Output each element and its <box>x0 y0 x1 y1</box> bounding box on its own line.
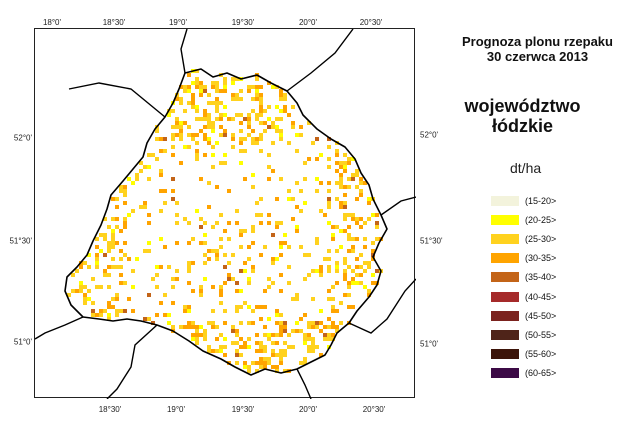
neighbour-borders <box>35 29 416 399</box>
legend-item: (35-40> <box>491 272 556 282</box>
legend-label: (40-45> <box>525 292 557 302</box>
lon-bottom-4: 20°0' <box>298 405 318 414</box>
lat-right-2: 51°0' <box>420 339 439 349</box>
legend-label: (20-25> <box>525 215 557 225</box>
legend-unit: dt/ha <box>510 160 542 176</box>
lat-left-2: 51°0' <box>13 337 32 347</box>
legend-item: (50-55> <box>491 330 556 340</box>
legend-label: (55-60> <box>525 349 557 359</box>
legend-label: (25-30> <box>525 234 557 244</box>
border-south-west <box>106 324 158 399</box>
title-line-1: Prognoza plonu rzepaku <box>462 34 613 49</box>
border-south-east <box>348 278 416 334</box>
region-line-1: województwo <box>464 96 581 116</box>
border-east <box>380 196 416 216</box>
border-north-west <box>68 82 166 118</box>
legend-label: (35-40> <box>525 272 557 282</box>
legend-label: (15-20> <box>525 196 557 206</box>
yield-map <box>35 29 416 399</box>
legend-swatch <box>491 368 519 378</box>
legend-label: (45-50> <box>525 311 557 321</box>
legend-label: (30-35> <box>525 253 557 263</box>
legend-item: (25-30> <box>491 234 556 244</box>
legend-item: (60-65> <box>491 368 556 378</box>
lat-right-0: 52°0' <box>420 130 439 140</box>
legend-label: (60-65> <box>525 368 557 378</box>
lat-right-1: 51°30' <box>420 236 443 246</box>
legend-item: (55-60> <box>491 349 556 359</box>
map-frame <box>34 28 416 399</box>
lat-left-1: 51°30' <box>9 236 32 246</box>
lon-bottom-5: 20°30' <box>362 405 386 414</box>
lon-bottom-3: 19°30' <box>231 405 255 414</box>
legend-swatch <box>491 349 519 359</box>
border-west <box>35 316 84 340</box>
lat-left-0: 52°0' <box>13 133 32 143</box>
lon-top-0: 18°0' <box>42 18 62 27</box>
legend-swatch <box>491 330 519 340</box>
legend-item: (20-25> <box>491 215 556 225</box>
lodzkie-border <box>64 68 388 376</box>
legend-swatch <box>491 234 519 244</box>
legend-swatch <box>491 253 519 263</box>
legend-item: (15-20> <box>491 196 556 206</box>
border-north-east <box>286 29 354 92</box>
lon-top-1: 18°30' <box>102 18 126 27</box>
legend-swatch <box>491 215 519 225</box>
yield-pixels <box>67 69 383 373</box>
legend-swatch <box>491 196 519 206</box>
region-border <box>64 68 388 376</box>
lon-bottom-2: 19°0' <box>166 405 186 414</box>
legend-item: (40-45> <box>491 292 556 302</box>
lon-top-2: 19°0' <box>168 18 188 27</box>
legend-label: (50-55> <box>525 330 557 340</box>
border-south <box>296 368 312 399</box>
legend-item: (45-50> <box>491 311 556 321</box>
region-line-2: łódzkie <box>491 116 553 136</box>
lon-top-5: 20°30' <box>359 18 383 27</box>
legend-swatch <box>491 292 519 302</box>
legend-swatch <box>491 272 519 282</box>
lon-bottom-1: 18°30' <box>98 405 122 414</box>
region-name: województwo łódzkie <box>440 96 605 136</box>
legend-item: (30-35> <box>491 253 556 263</box>
border-north <box>180 29 188 74</box>
lon-top-4: 20°0' <box>298 18 318 27</box>
map-title: Prognoza plonu rzepaku 30 czerwca 2013 <box>445 34 630 64</box>
lon-top-3: 19°30' <box>231 18 255 27</box>
title-line-2: 30 czerwca 2013 <box>486 49 589 64</box>
legend-swatch <box>491 311 519 321</box>
